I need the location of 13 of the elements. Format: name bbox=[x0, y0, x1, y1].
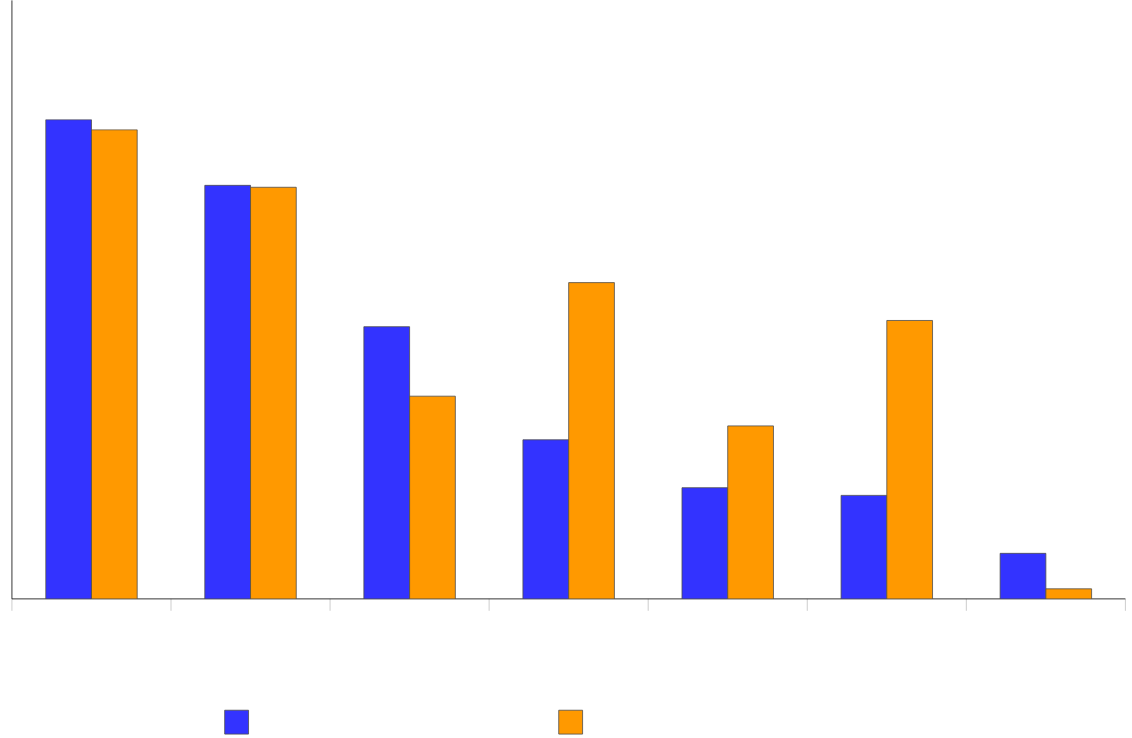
bar bbox=[999, 552, 1047, 599]
bar bbox=[840, 494, 888, 599]
bar bbox=[886, 320, 933, 599]
bar bbox=[250, 186, 297, 599]
bar bbox=[363, 326, 410, 599]
bar bbox=[45, 119, 92, 599]
bar bbox=[409, 395, 456, 599]
bar bbox=[522, 439, 570, 599]
bar bbox=[204, 184, 251, 599]
bar bbox=[91, 129, 138, 599]
bar bbox=[681, 487, 729, 599]
bar bbox=[568, 282, 615, 599]
bar bbox=[727, 425, 774, 599]
